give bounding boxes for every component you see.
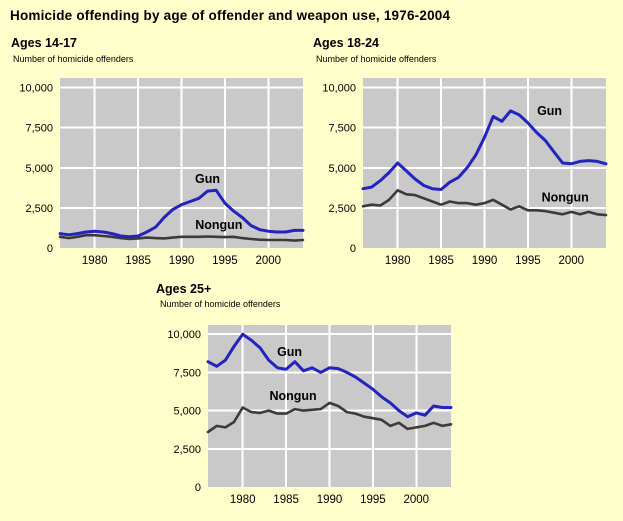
y-tick-label: 0 (195, 482, 201, 494)
chart-ylabel-ages-25plus: Number of homicide offenders (160, 299, 281, 309)
y-tick-label: 0 (350, 243, 356, 255)
x-tick-label: 1995 (212, 255, 238, 267)
plot-ages-25plus: 0 2,500 5,000 7,500 10,000 1980 1985 1990 1995 20… (167, 325, 453, 506)
series-label-nongun: Nongun (542, 191, 589, 205)
series-line-gun (58, 188, 305, 239)
x-tick-label: 2000 (255, 255, 281, 267)
y-tick-label: 2,500 (173, 444, 201, 456)
chart-ylabel-ages-18-24: Number of homicide offenders (316, 54, 437, 64)
plot-ages-14-17: 0 2,500 5,000 7,500 10,000 1980 1985 1990 1995 20… (19, 78, 305, 267)
y-tick-label: 10,000 (322, 83, 356, 95)
x-tick-label: 1985 (428, 255, 454, 267)
series-line-gun (206, 332, 453, 419)
y-tick-label: 7,500 (328, 123, 356, 135)
x-tick-label: 1990 (472, 255, 498, 267)
chart-title-ages-25plus: Ages 25+ (156, 282, 212, 296)
y-tick-label: 2,500 (25, 203, 53, 215)
x-tick-label: 2000 (558, 255, 584, 267)
y-tick-label: 5,000 (173, 406, 201, 418)
y-tick-label: 7,500 (25, 123, 53, 135)
series-label-gun: Gun (195, 172, 220, 186)
series-label-gun: Gun (537, 104, 562, 118)
y-tick-label: 7,500 (173, 367, 201, 379)
series-line-nongun (206, 401, 453, 434)
y-tick-label: 2,500 (328, 203, 356, 215)
series-label-nongun: Nongun (269, 389, 316, 403)
series-line-nongun (58, 233, 305, 242)
x-tick-label: 1980 (82, 255, 108, 267)
y-tick-label: 5,000 (328, 163, 356, 175)
series-line-nongun (361, 189, 608, 217)
series-label-nongun: Nongun (195, 218, 242, 232)
series-line-gun (361, 109, 608, 191)
plot-ages-18-24: 0 2,500 5,000 7,500 10,000 1980 1985 1990 1995 20… (322, 78, 608, 267)
x-tick-label: 1990 (317, 494, 343, 506)
series-label-gun: Gun (277, 345, 302, 359)
y-tick-label: 5,000 (25, 163, 53, 175)
chart-title-ages-18-24: Ages 18-24 (313, 36, 380, 50)
y-tick-label: 0 (47, 243, 53, 255)
chart-title-ages-14-17: Ages 14-17 (11, 36, 78, 50)
x-tick-label: 2000 (403, 494, 429, 506)
x-tick-label: 1980 (230, 494, 256, 506)
x-tick-label: 1995 (360, 494, 386, 506)
x-tick-label: 1995 (515, 255, 541, 267)
x-tick-label: 1980 (385, 255, 411, 267)
x-tick-label: 1985 (273, 494, 299, 506)
chart-ylabel-ages-14-17: Number of homicide offenders (13, 54, 134, 64)
figure-title: Homicide offending by age of offender an… (10, 8, 451, 23)
x-tick-label: 1985 (125, 255, 151, 267)
y-tick-label: 10,000 (167, 329, 201, 341)
x-tick-label: 1990 (169, 255, 195, 267)
y-tick-label: 10,000 (19, 83, 53, 95)
